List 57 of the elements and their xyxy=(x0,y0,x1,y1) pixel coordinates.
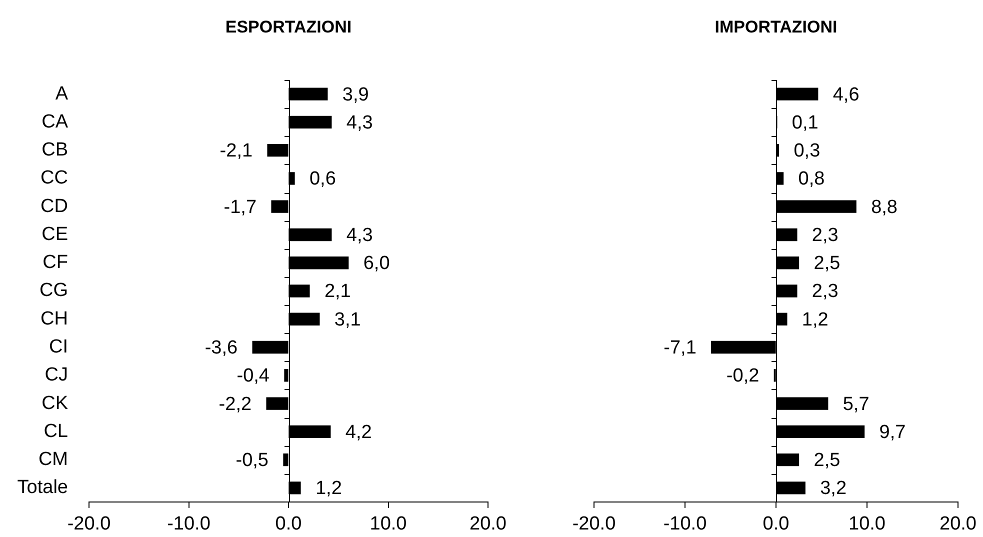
data-label: 3,9 xyxy=(342,84,369,106)
y-tick-label: CM xyxy=(38,449,68,470)
x-tick-label: 20.0 xyxy=(470,514,506,535)
y-tick-label: CF xyxy=(42,252,68,274)
data-label: 5,7 xyxy=(842,394,870,415)
y-tick-label: CI xyxy=(49,336,68,358)
data-label: 3,2 xyxy=(820,478,847,500)
y-tick-label: CG xyxy=(40,280,68,302)
data-label: 3,1 xyxy=(334,309,361,330)
data-label: 4,2 xyxy=(345,422,372,443)
data-label: 0,3 xyxy=(794,140,820,162)
data-label: -0,2 xyxy=(726,366,760,387)
data-label: 1,2 xyxy=(315,478,342,500)
y-tick-label: CK xyxy=(42,392,68,414)
x-tick-label: -20.0 xyxy=(572,514,616,535)
x-tick-label: 0.0 xyxy=(275,514,302,535)
x-tick-label: -10.0 xyxy=(663,514,707,535)
data-label: 0,8 xyxy=(798,168,825,190)
data-label: 2,5 xyxy=(814,253,840,274)
data-label: 0,6 xyxy=(309,168,336,190)
chart-title: IMPORTAZIONI xyxy=(714,18,838,37)
x-tick-label: -10.0 xyxy=(167,514,210,535)
data-label: 2,5 xyxy=(814,450,840,472)
data-label: 2,3 xyxy=(812,281,838,302)
y-tick-label: CB xyxy=(42,140,68,161)
data-label: 2,1 xyxy=(324,281,351,302)
y-tick-label: CH xyxy=(40,308,68,330)
data-label: -3,6 xyxy=(204,338,238,358)
x-tick-label: 0.0 xyxy=(762,514,790,535)
y-tick-label: A xyxy=(55,83,68,104)
y-tick-label: CJ xyxy=(44,364,68,386)
data-label: -2,1 xyxy=(220,140,253,162)
data-label: -0,4 xyxy=(236,366,270,387)
data-label: 9,7 xyxy=(879,422,906,443)
y-tick-label: CL xyxy=(44,420,68,442)
x-tick-label: -20.0 xyxy=(67,514,111,535)
x-tick-label: 10.0 xyxy=(370,514,407,535)
y-tick-label: CA xyxy=(42,111,68,132)
y-tick-label: CC xyxy=(40,168,68,189)
data-label: 2,3 xyxy=(812,224,838,246)
chart-title: ESPORTAZIONI xyxy=(225,18,352,37)
data-label: 4,6 xyxy=(832,84,860,106)
data-label: 8,8 xyxy=(871,196,898,218)
data-label: 4,3 xyxy=(346,224,373,246)
x-tick-label: 20.0 xyxy=(940,514,976,535)
x-tick-label: 10.0 xyxy=(848,514,886,535)
data-label: -0,5 xyxy=(236,450,269,472)
data-label: 6,0 xyxy=(363,253,390,274)
data-label: 1,2 xyxy=(802,309,828,330)
data-label: 4,3 xyxy=(346,112,373,134)
y-tick-label: CE xyxy=(42,224,68,245)
data-label: -7,1 xyxy=(664,338,696,358)
data-label: 0,1 xyxy=(792,112,818,134)
y-tick-label: CD xyxy=(40,196,68,217)
data-label: -2,2 xyxy=(218,394,252,415)
y-tick-label: Totale xyxy=(17,477,68,498)
data-label: -1,7 xyxy=(224,196,257,218)
